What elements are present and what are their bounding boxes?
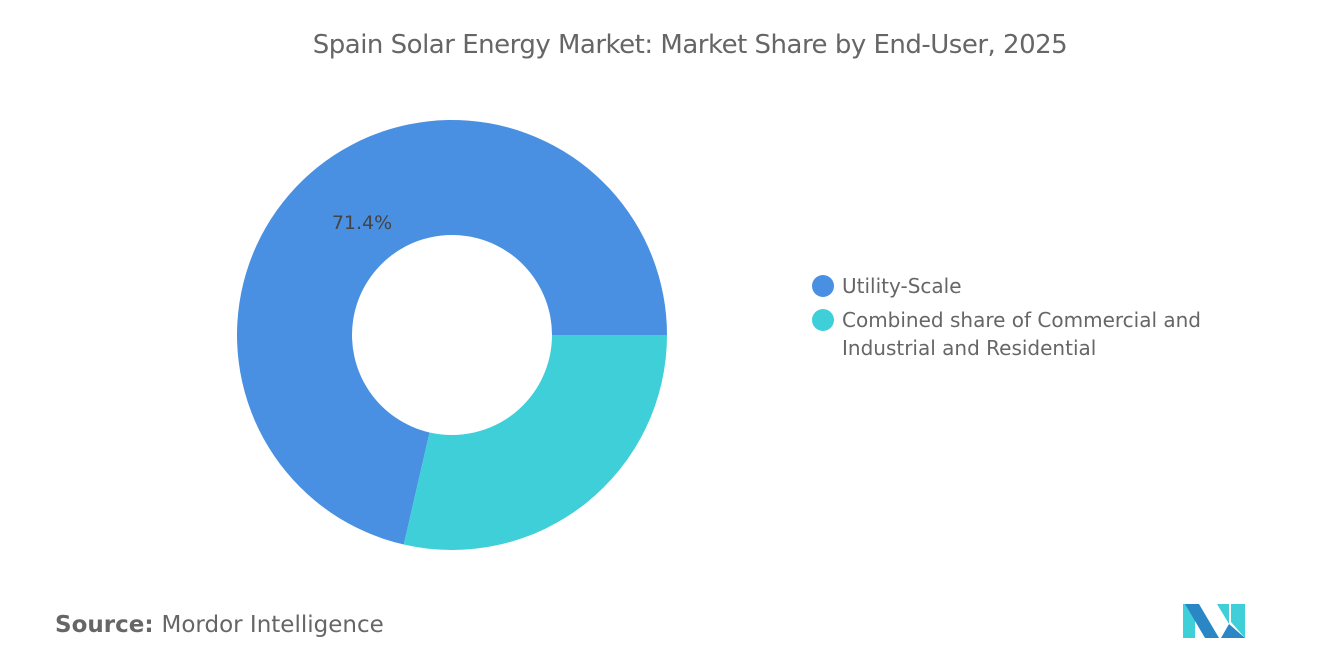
source-value: Mordor Intelligence [161, 612, 384, 638]
data-label-utility-scale: 71.4% [332, 212, 392, 234]
legend-swatch [812, 275, 834, 297]
donut-slice-utility-scale[interactable] [237, 119, 667, 545]
legend-swatch [812, 309, 834, 331]
source-note: Source: Mordor Intelligence [55, 612, 384, 638]
legend: Utility-Scale Combined share of Commerci… [812, 272, 1222, 368]
legend-label: Utility-Scale [842, 274, 962, 298]
legend-item-combined-share[interactable]: Combined share of Commercial and Industr… [812, 306, 1222, 362]
legend-label: Combined share of Commercial and Industr… [842, 308, 1202, 360]
legend-item-utility-scale[interactable]: Utility-Scale [812, 272, 1222, 300]
donut-slice-combined-share[interactable] [403, 335, 667, 550]
source-label: Source: [55, 612, 154, 638]
chart-title: Spain Solar Energy Market: Market Share … [312, 30, 1068, 60]
mordor-intelligence-logo [1183, 604, 1245, 638]
